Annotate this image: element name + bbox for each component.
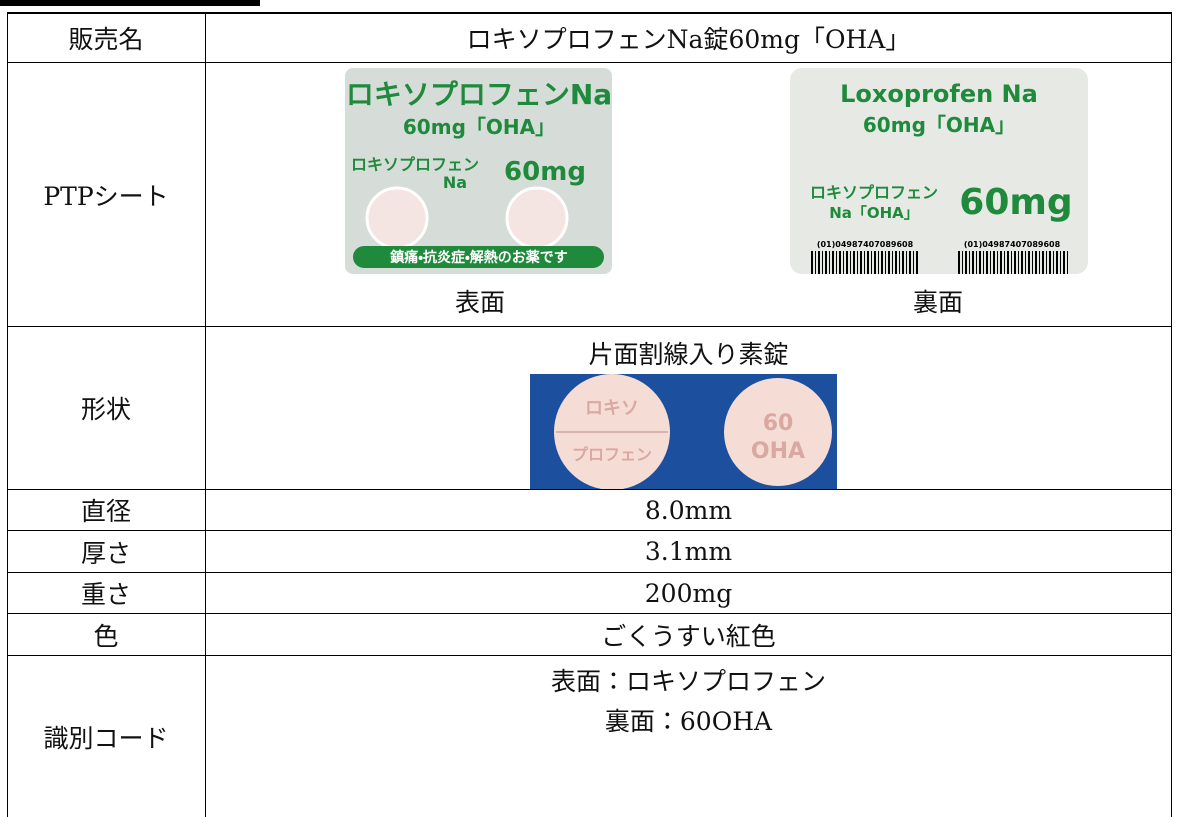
value: 片面割線入り素錠 [588, 340, 789, 369]
ptp-front-image: ロキソプロフェンNa 60mg「OHA」 ロキソプロフェン Na 60mg 鎮痛… [345, 68, 612, 274]
value: 裏面：60OHA [604, 707, 773, 736]
sheet-text: ロキソプロフェン [810, 183, 938, 202]
value: 8.0mm [644, 495, 733, 525]
tablet [365, 186, 429, 250]
tablet-text: プロフェン [572, 445, 652, 464]
rule [7, 530, 1172, 531]
tablet [724, 378, 832, 486]
band [353, 246, 604, 268]
sheet-text: (01)04987407089608 [817, 240, 914, 249]
sheet-text: 60mg [959, 182, 1072, 223]
cropped-heading [0, 0, 260, 6]
sheet-text: ロキソプロフェン [351, 155, 479, 174]
caption: 裏面 [912, 288, 963, 317]
label: 識別コード [43, 723, 169, 753]
rule [205, 12, 206, 817]
value: ロキソプロフェンNa錠60mg「OHA」 [466, 24, 911, 54]
value: 表面：ロキソプロフェン [550, 667, 826, 696]
rule [7, 655, 1172, 656]
caption: 表面 [454, 288, 505, 317]
rule [7, 326, 1172, 327]
value: ごくうすい紅色 [601, 621, 776, 651]
value: 200mg [644, 578, 733, 608]
label: 販売名 [68, 24, 144, 54]
rule [1171, 12, 1172, 817]
label: PTPシート [43, 181, 169, 211]
sheet-text: Na「OHA」 [829, 204, 919, 222]
rule [7, 572, 1172, 573]
sheet [790, 68, 1088, 274]
sheet-text: 60mg「OHA」 [403, 115, 555, 139]
label: 色 [93, 621, 119, 651]
sheet-text: ロキソプロフェンNa [346, 78, 612, 111]
rule [7, 613, 1172, 614]
label: 直径 [80, 497, 131, 526]
label: 形状 [80, 395, 131, 424]
rule [7, 62, 1172, 63]
barcode [958, 251, 1068, 274]
sheet-text: (01)04987407089608 [964, 240, 1061, 249]
rule [7, 489, 1172, 490]
tablet-text: ロキソ [585, 398, 639, 419]
rule [7, 12, 8, 817]
sheet-text: Na [443, 173, 467, 192]
tablet [505, 186, 569, 250]
rule [7, 12, 1172, 14]
tablet-image: ロキソ プロフェン 60 OHA [530, 374, 837, 489]
ptp-back-image: Loxoprofen Na 60mg「OHA」 ロキソプロフェン Na「OHA」… [790, 68, 1088, 274]
barcode [810, 251, 920, 274]
label: 厚さ [80, 538, 131, 568]
sheet-text: 60mg [504, 157, 586, 187]
sheet-text: 60mg「OHA」 [863, 113, 1015, 137]
tablet-text: 60 [763, 411, 794, 436]
sheet-text: 鎮痛・抗炎症・解熱のお薬です [389, 249, 568, 266]
value: 3.1mm [644, 537, 733, 566]
tablet-text: OHA [751, 439, 805, 464]
label: 重さ [80, 580, 131, 609]
sheet-text: Loxoprofen Na [840, 80, 1038, 108]
